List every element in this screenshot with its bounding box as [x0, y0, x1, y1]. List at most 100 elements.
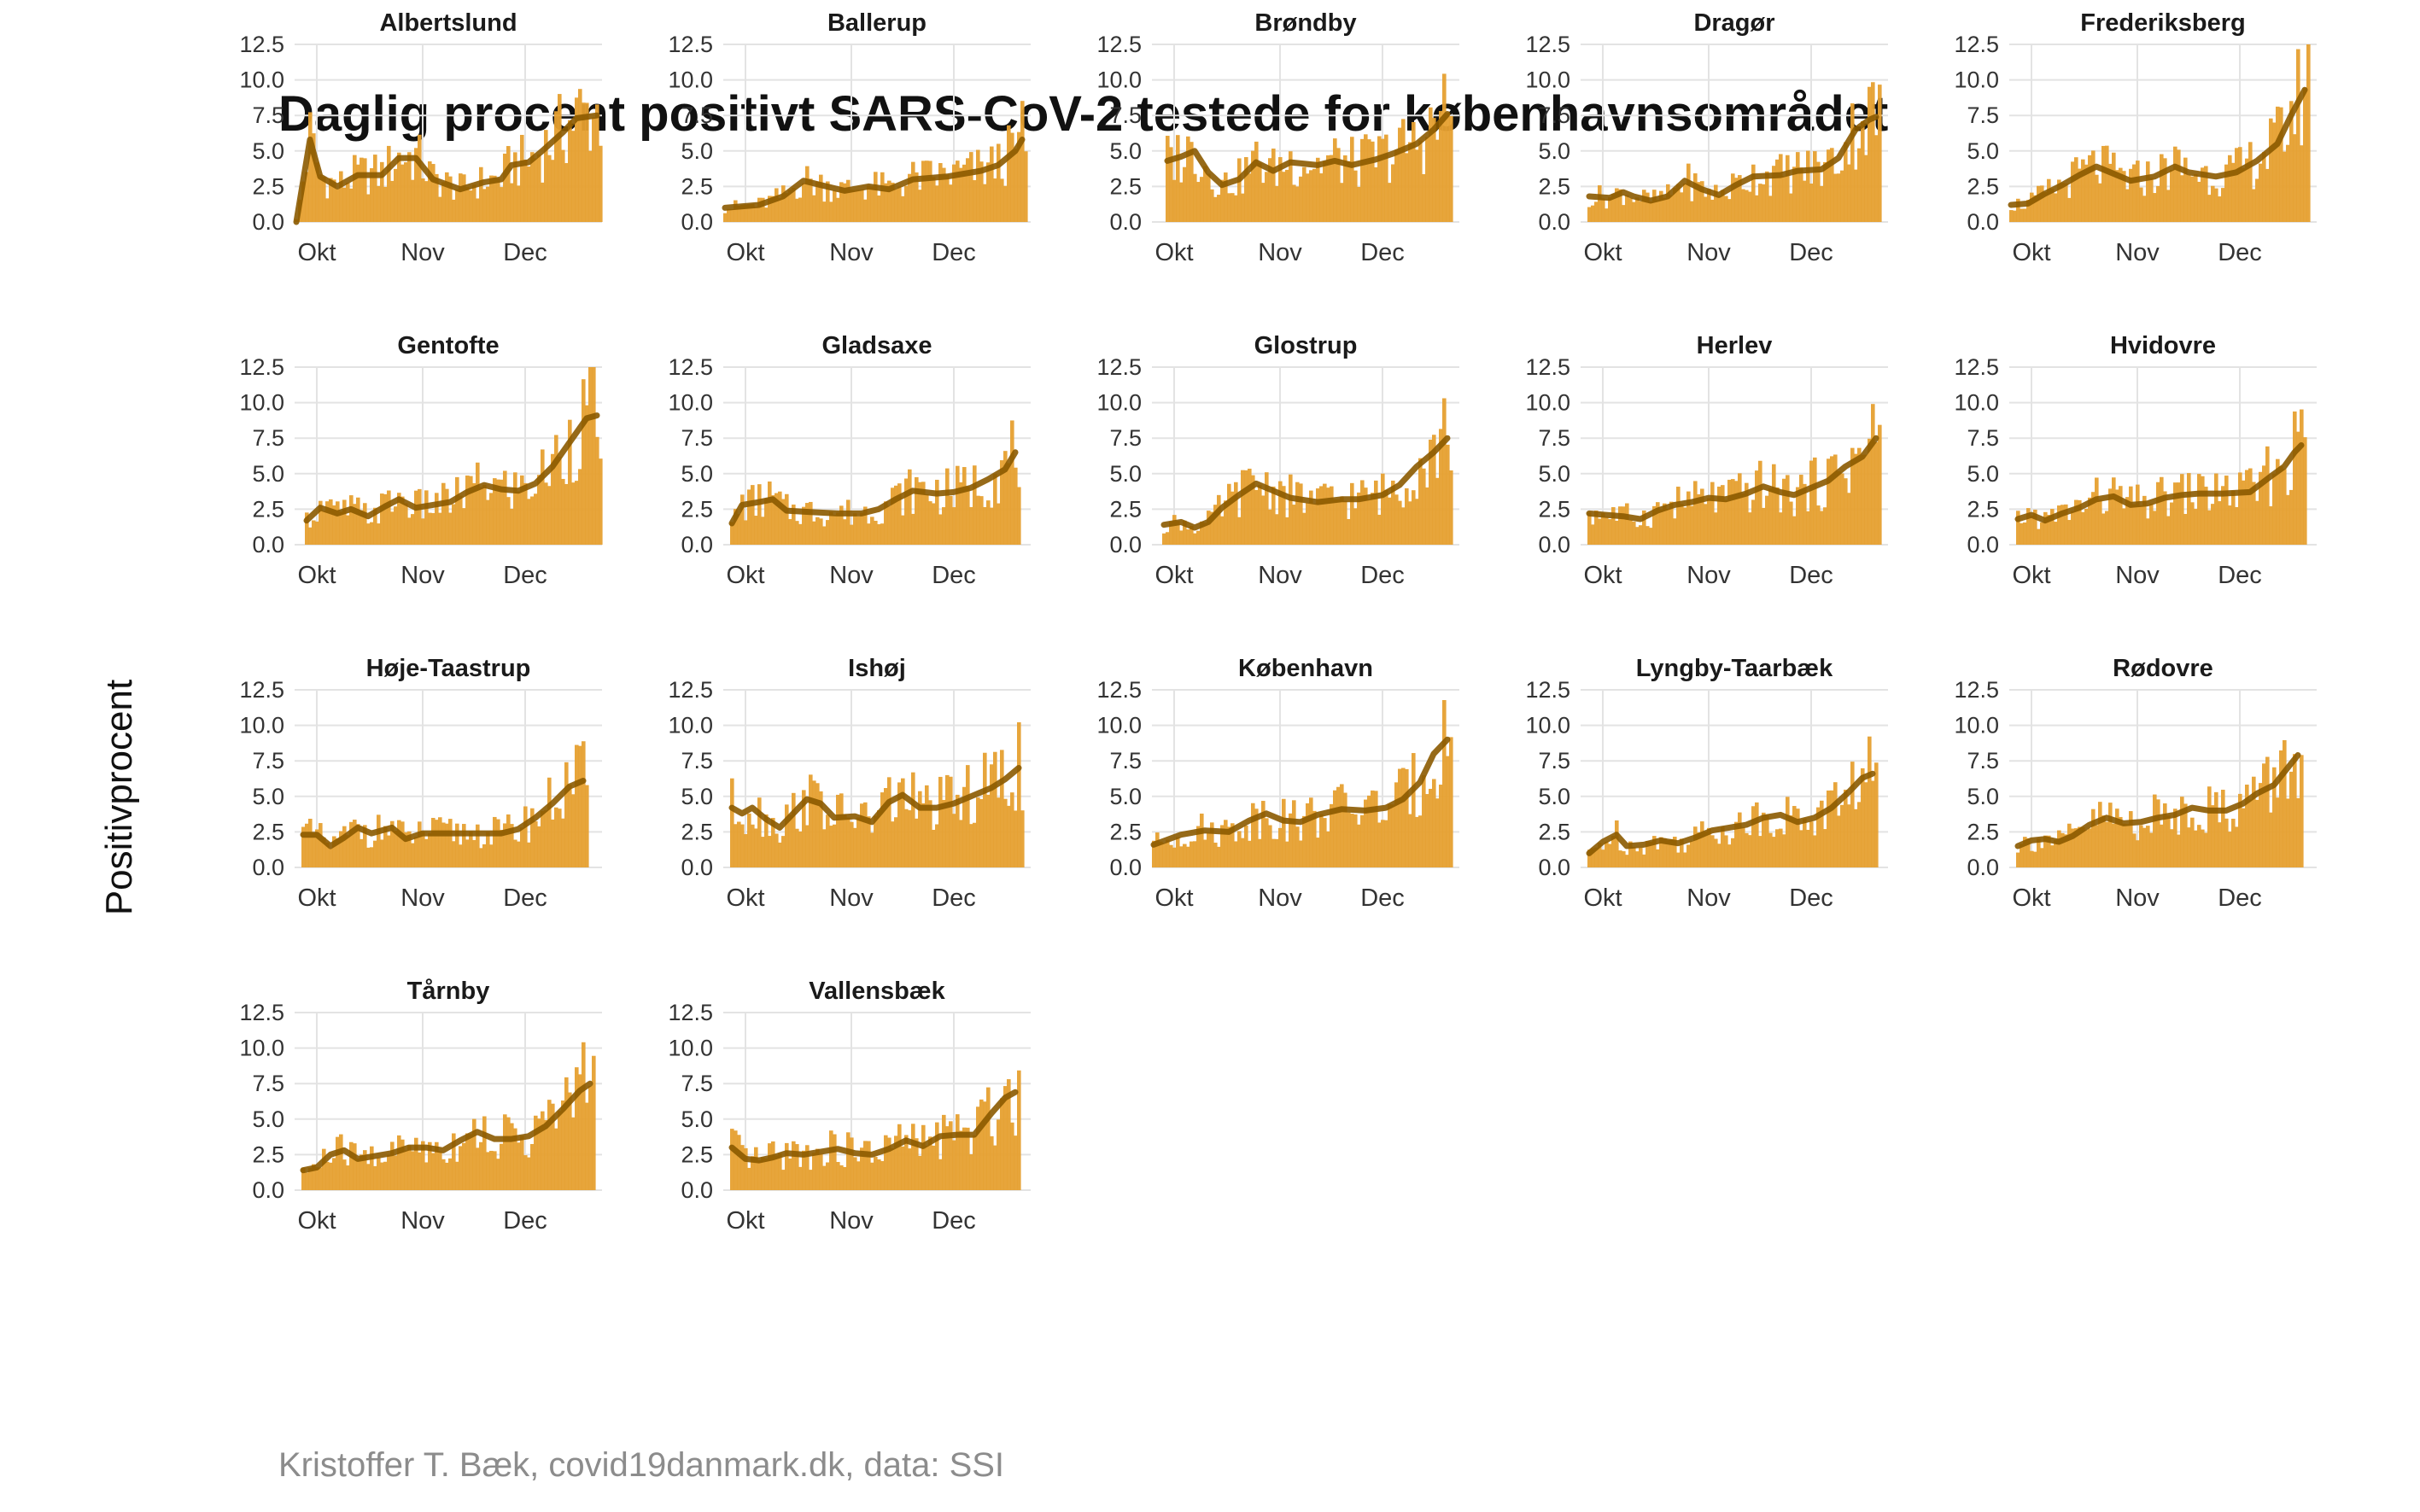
- daily-bar: [1803, 180, 1807, 222]
- daily-bar: [747, 204, 751, 222]
- daily-bar: [1748, 835, 1752, 867]
- daily-bar: [510, 183, 514, 222]
- daily-bar: [1768, 832, 1773, 867]
- daily-bar: [952, 507, 956, 545]
- daily-bar: [1618, 506, 1622, 545]
- daily-bar: [2026, 508, 2031, 545]
- daily-bar: [1398, 500, 1402, 545]
- daily-bar: [1591, 524, 1595, 545]
- daily-bar: [877, 524, 881, 545]
- daily-bar: [503, 470, 507, 545]
- daily-bar: [1258, 485, 1262, 545]
- daily-bar: [932, 1145, 936, 1190]
- daily-bar: [1611, 507, 1616, 545]
- daily-bar: [428, 512, 432, 545]
- daily-bar: [315, 1167, 319, 1190]
- daily-bar: [414, 1137, 418, 1190]
- daily-bar: [2074, 828, 2078, 867]
- daily-bar: [1827, 790, 1831, 867]
- daily-bar: [476, 824, 480, 867]
- daily-bar: [582, 1042, 586, 1190]
- daily-bar: [812, 195, 816, 222]
- daily-bar: [1861, 120, 1865, 222]
- daily-bar: [390, 1141, 395, 1190]
- daily-bar: [1425, 794, 1429, 867]
- daily-bar: [2238, 147, 2242, 222]
- daily-bar: [1213, 842, 1218, 867]
- daily-bar: [2156, 482, 2160, 545]
- daily-bar: [1183, 166, 1187, 222]
- daily-bar: [1748, 512, 1752, 545]
- daily-bar: [949, 776, 953, 867]
- daily-bar: [1326, 831, 1330, 867]
- daily-bar: [305, 823, 309, 867]
- daily-bar: [407, 152, 412, 222]
- daily-bar: [754, 207, 758, 222]
- x-tick-label: Dec: [2218, 562, 2262, 589]
- daily-bar: [301, 826, 306, 867]
- daily-bar: [798, 831, 803, 867]
- daily-bar: [1823, 829, 1827, 867]
- daily-bar: [1268, 825, 1272, 867]
- daily-bar: [2016, 198, 2020, 222]
- daily-bar: [1854, 453, 1858, 545]
- daily-bar: [740, 1145, 745, 1190]
- daily-bar: [2061, 505, 2065, 545]
- daily-bar: [1813, 457, 1817, 545]
- daily-bar: [1340, 496, 1344, 545]
- daily-bar: [1632, 847, 1636, 867]
- daily-bar: [523, 806, 528, 867]
- daily-bar: [901, 515, 905, 545]
- daily-bar: [2245, 158, 2249, 222]
- daily-bar: [925, 785, 929, 867]
- daily-bar: [833, 514, 837, 545]
- daily-bar: [431, 817, 435, 867]
- daily-bar: [1220, 179, 1225, 222]
- daily-bar: [1700, 181, 1704, 222]
- x-tick-label: Nov: [1686, 562, 1731, 589]
- daily-bar: [1734, 481, 1739, 545]
- daily-bar: [349, 188, 354, 222]
- daily-bar: [867, 523, 871, 545]
- daily-bar: [993, 178, 997, 222]
- daily-bar: [897, 186, 902, 222]
- daily-bar: [2030, 850, 2034, 867]
- daily-bar: [1367, 139, 1371, 222]
- daily-bar: [2160, 824, 2164, 867]
- daily-bar: [1200, 813, 1204, 867]
- trend-line: [722, 137, 1026, 211]
- daily-bar: [1874, 135, 1879, 222]
- daily-bar: [561, 149, 565, 222]
- daily-bar: [877, 1159, 881, 1190]
- daily-bar: [904, 809, 909, 867]
- daily-bar: [2303, 437, 2307, 545]
- daily-bar: [884, 501, 888, 545]
- daily-bar: [479, 848, 483, 867]
- daily-bar: [1271, 486, 1276, 545]
- y-tick-label: 0.0: [1538, 209, 1570, 235]
- daily-bar: [1680, 192, 1684, 222]
- y-tick-label: 5.0: [252, 138, 284, 164]
- daily-bar: [537, 1118, 541, 1190]
- daily-bar: [1367, 499, 1371, 545]
- daily-bar: [962, 467, 967, 545]
- daily-bar: [1591, 848, 1595, 867]
- daily-bar: [1663, 503, 1667, 545]
- daily-bar: [2197, 825, 2201, 867]
- daily-bar: [2043, 835, 2048, 867]
- x-tick-label: Nov: [1258, 562, 1302, 589]
- daily-bar: [547, 777, 552, 867]
- daily-bar: [479, 1141, 483, 1190]
- daily-bar: [1717, 486, 1721, 545]
- y-tick-label: 12.5: [1096, 354, 1142, 380]
- daily-bar: [2095, 825, 2099, 867]
- daily-bar: [952, 1140, 956, 1190]
- daily-bar: [462, 174, 466, 222]
- daily-bar: [441, 822, 446, 867]
- daily-bar: [805, 503, 810, 545]
- daily-bar: [1717, 196, 1721, 222]
- y-tick-label: 10.0: [668, 390, 713, 416]
- daily-bar: [342, 499, 347, 545]
- daily-bar: [363, 158, 367, 222]
- daily-bar: [2088, 155, 2092, 222]
